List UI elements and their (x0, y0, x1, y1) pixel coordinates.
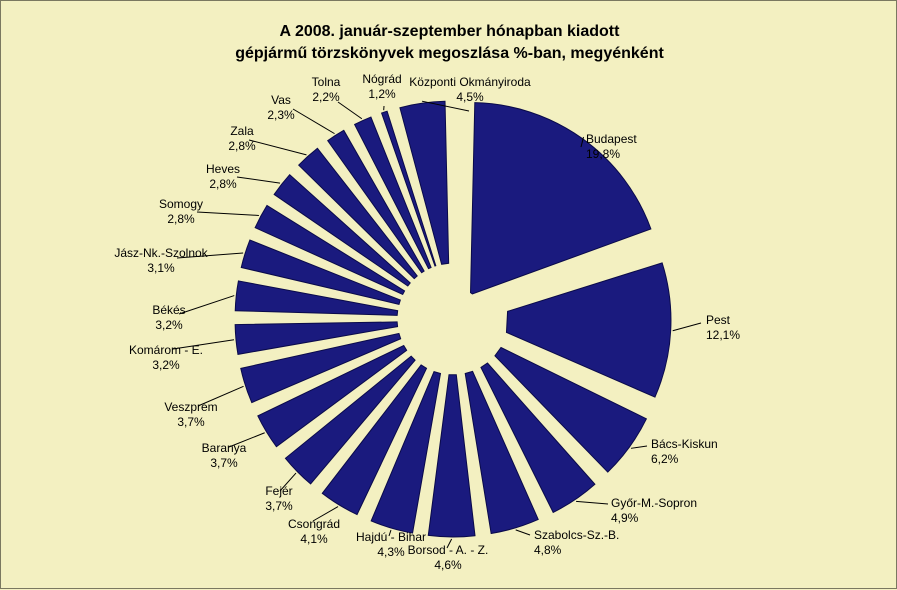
slice-label-value: 6,2% (651, 452, 679, 466)
slice-label-name: Nógrád (362, 72, 401, 86)
slice-label-name: Központi Okmányiroda (409, 75, 531, 89)
slice-label-value: 4,9% (611, 511, 639, 525)
slice-label-name: Pest (706, 313, 731, 327)
leader-line (338, 102, 362, 119)
slice-label-name: Tolna (312, 75, 341, 89)
slice-label-value: 3,2% (152, 358, 180, 372)
leader-line (673, 323, 701, 331)
slice-label-value: 3,7% (177, 415, 205, 429)
slice-label-value: 4,6% (434, 558, 462, 572)
slice-label-value: 2,3% (267, 108, 295, 122)
slice-label-value: 2,8% (167, 212, 195, 226)
slice-label-value: 19,8% (586, 147, 620, 161)
slice-label-name: Jász-Nk.-Szolnok (114, 246, 208, 260)
slice-label-name: Békés (152, 303, 185, 317)
slice-label-value: 3,2% (155, 318, 183, 332)
slice-label-name: Veszprém (164, 400, 217, 414)
slice-label-value: 2,8% (209, 177, 237, 191)
slice-label-value: 1,2% (368, 87, 396, 101)
slice-label-name: Heves (206, 162, 240, 176)
leader-line (631, 446, 647, 448)
slice-label-value: 2,2% (312, 90, 340, 104)
slice-label-value: 3,7% (265, 499, 293, 513)
slice-label-value: 2,8% (228, 139, 256, 153)
slice-label-name: Baranya (202, 441, 247, 455)
slice-label-value: 4,8% (534, 543, 562, 557)
slice-label-value: 3,1% (147, 261, 175, 275)
leader-line (249, 140, 306, 155)
slice-label-name: Zala (230, 124, 254, 138)
leader-line (197, 212, 259, 215)
slice-label-name: Bács-Kiskun (651, 437, 718, 451)
slice-label-name: Szabolcs-Sz.-B. (534, 528, 619, 542)
slice-label-name: Borsod - A. - Z. (408, 543, 489, 557)
slice-label-name: Vas (271, 93, 291, 107)
leader-line (293, 109, 335, 134)
slice-label-name: Somogy (159, 197, 203, 211)
slice-label-value: 4,3% (377, 545, 405, 559)
slice-label-name: Győr-M.-Sopron (611, 496, 697, 510)
slice-label-value: 4,5% (456, 90, 484, 104)
slice-label-value: 3,7% (210, 456, 238, 470)
leader-line (179, 296, 234, 314)
slice-label-name: Budapest (586, 132, 637, 146)
slice-label-name: Komárom - E. (129, 343, 203, 357)
leader-line (237, 177, 280, 183)
slice-label-name: Fejér (265, 484, 292, 498)
slice-label-value: 4,1% (300, 532, 328, 546)
slice-label-name: Hajdú - Bihar (356, 530, 426, 544)
leader-line (516, 530, 530, 535)
slice-label-name: Csongrád (288, 517, 340, 531)
leader-line (576, 501, 608, 504)
pie-slices (235, 101, 671, 537)
slice-label-value: 12,1% (706, 328, 740, 342)
